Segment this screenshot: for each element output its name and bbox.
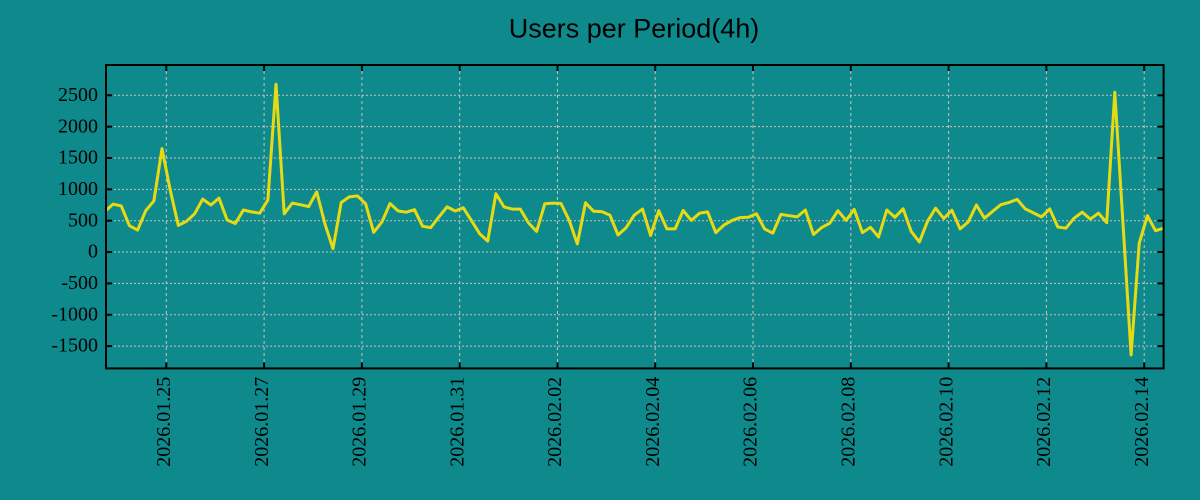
svg-text:2000: 2000 [58,115,98,137]
svg-text:2026.01.25: 2026.01.25 [153,377,175,467]
svg-text:500: 500 [68,209,98,231]
svg-text:1000: 1000 [58,178,98,200]
svg-text:2026.01.27: 2026.01.27 [251,377,273,467]
svg-text:2026.02.14: 2026.02.14 [1131,377,1153,467]
svg-text:2026.02.06: 2026.02.06 [740,377,762,467]
svg-text:2026.02.12: 2026.02.12 [1033,377,1055,467]
svg-text:2026.02.10: 2026.02.10 [935,377,957,467]
svg-text:2026.02.02: 2026.02.02 [544,377,566,467]
svg-text:-1500: -1500 [51,335,98,357]
svg-text:2500: 2500 [58,84,98,106]
svg-text:1500: 1500 [58,147,98,169]
svg-text:0: 0 [88,241,98,263]
svg-text:2026.02.04: 2026.02.04 [642,377,664,467]
svg-text:2026.02.08: 2026.02.08 [838,377,860,467]
svg-text:-1000: -1000 [51,303,98,325]
svg-text:-500: -500 [61,272,98,294]
svg-text:2026.01.31: 2026.01.31 [446,377,468,467]
svg-text:2026.01.29: 2026.01.29 [349,377,371,467]
svg-text:Users per Period(4h): Users per Period(4h) [509,14,760,44]
